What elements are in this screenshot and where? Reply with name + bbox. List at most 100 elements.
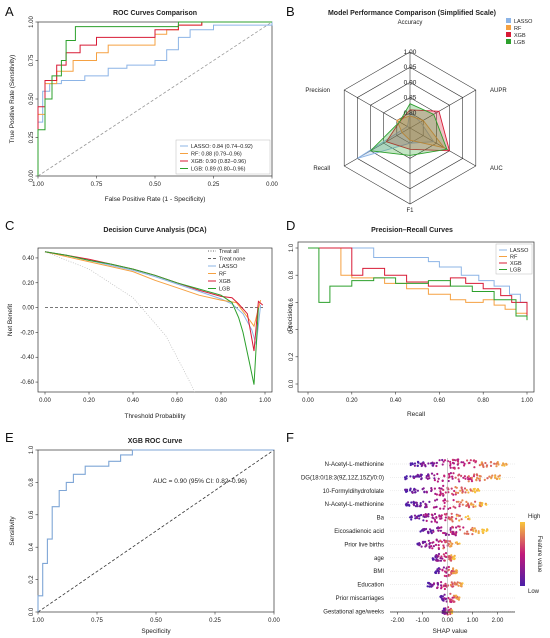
- shap-point: [437, 477, 440, 480]
- pr-panel: Precision–Recall Curves 0.00 0.20 0.40 0.60…: [287, 227, 535, 418]
- shap-point: [485, 503, 488, 506]
- shap-point: [472, 505, 475, 508]
- shap-point: [453, 558, 456, 561]
- shap-point: [457, 474, 460, 477]
- pr-line-lasso: [308, 247, 528, 310]
- dca-frame: [37, 247, 273, 393]
- radar-panel: Model Performance Comparison (Simplified…: [305, 10, 533, 214]
- pr-line-lgb: [308, 247, 528, 321]
- shap-feature-label: Ba: [377, 516, 385, 522]
- roc-line-lgb: [37, 21, 272, 176]
- shap-point: [454, 493, 457, 496]
- shap-point: [474, 529, 478, 532]
- shap-point: [444, 519, 447, 522]
- roc-comparison-xlabel: False Positive Rate (1 - Specificity): [105, 196, 206, 203]
- shap-point: [405, 488, 408, 491]
- pr-legend-label: RF: [510, 255, 518, 261]
- shap-point: [435, 493, 438, 496]
- shap-point: [449, 528, 452, 532]
- shap-point: [444, 513, 448, 516]
- shap-point: [459, 489, 462, 492]
- dca-ytick-label: 0.40: [22, 256, 34, 262]
- shap-point: [428, 500, 431, 503]
- shap-point: [460, 518, 463, 521]
- shap-point: [469, 489, 472, 492]
- shap-point: [433, 479, 436, 482]
- xgb-roc-ytick-label: 0.2: [29, 575, 35, 584]
- shap-point: [452, 499, 455, 502]
- shap-point: [472, 488, 475, 491]
- shap-point: [430, 520, 433, 523]
- shap-point: [429, 582, 432, 586]
- shap-point: [439, 557, 442, 560]
- shap-point: [478, 479, 481, 482]
- shap-point: [472, 503, 475, 506]
- shap-colorbar: [520, 522, 525, 586]
- shap-point: [418, 517, 421, 520]
- shap-point: [444, 539, 447, 542]
- shap-point: [452, 472, 455, 475]
- shap-point: [456, 597, 459, 601]
- shap-point: [461, 503, 464, 506]
- shap-point: [449, 612, 452, 616]
- radar-axis-label: AUC: [490, 166, 503, 172]
- shap-point: [418, 475, 421, 478]
- xgb-roc-xtick-label: 0.75: [91, 618, 103, 624]
- shap-point: [451, 477, 454, 480]
- shap-point: [474, 500, 477, 503]
- roc-comparison-title: ROC Curves Comparison: [113, 10, 197, 17]
- shap-point: [436, 480, 439, 483]
- dca-legend-label: LASSO: [219, 264, 238, 270]
- roc-comparison-diagonal: [37, 21, 273, 177]
- shap-point: [432, 582, 436, 585]
- shap-feature-label: Prior live births: [344, 542, 384, 548]
- shap-point: [457, 462, 460, 465]
- xgb-roc-line: [37, 449, 274, 612]
- shap-point: [443, 475, 446, 478]
- shap-feature-label: DG(18:0/18:3(9Z,12Z,15Z)/0:0): [301, 475, 384, 481]
- radar-legend-swatch: [506, 32, 511, 37]
- shap-xtick-label: 2.00: [492, 618, 504, 624]
- shap-point: [442, 507, 445, 510]
- shap-feature-label: 10-Formyldihydrofolate: [323, 489, 385, 495]
- shap-point: [468, 505, 471, 509]
- shap-point: [442, 494, 445, 497]
- shap-point: [470, 502, 473, 505]
- shap-point: [451, 582, 454, 586]
- shap-point: [476, 474, 479, 477]
- shap-point: [444, 491, 447, 494]
- panel-letter-f: F: [286, 430, 294, 445]
- shap-point: [447, 543, 450, 546]
- pr-frame: [297, 241, 535, 393]
- shap-point: [422, 500, 425, 503]
- shap-point: [451, 572, 454, 575]
- shap-xtick-label: 0.00: [442, 618, 454, 624]
- pr-xtick-label: 0.60: [434, 398, 446, 404]
- shap-point: [404, 478, 407, 481]
- shap-point: [471, 533, 474, 536]
- shap-point: [435, 464, 438, 468]
- shap-point: [460, 474, 463, 477]
- shap-point: [450, 515, 453, 519]
- shap-point: [481, 530, 484, 533]
- shap-point: [451, 461, 454, 464]
- shap-point: [414, 501, 417, 504]
- shap-point: [475, 479, 478, 482]
- shap-point: [450, 512, 453, 515]
- pr-line-rf: [308, 247, 528, 321]
- shap-point: [458, 480, 461, 483]
- radar-legend-label: LGB: [514, 40, 525, 46]
- shap-point: [450, 545, 453, 548]
- shap-point: [436, 558, 439, 561]
- panel-letter-c: C: [5, 218, 14, 233]
- shap-point: [461, 490, 464, 493]
- shap-point: [489, 461, 492, 464]
- shap-point: [495, 465, 498, 468]
- pr-legend-label: LGB: [510, 268, 521, 274]
- roc-comparison-legend: LASSO: 0.84 (0.74–0.92) RF: 0.88 (0.79–0.…: [175, 139, 271, 175]
- shap-point: [438, 487, 441, 490]
- shap-point: [457, 467, 460, 470]
- radar-ring-label: 1.00: [404, 49, 417, 56]
- dca-panel: Decision Curve Analysis (DCA) 0.00 0.20 0.…: [7, 227, 273, 420]
